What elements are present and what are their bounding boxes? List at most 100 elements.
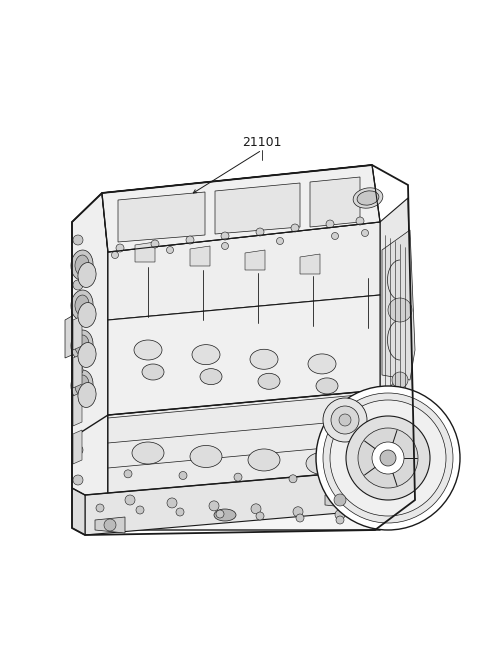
Circle shape <box>339 414 351 426</box>
Circle shape <box>176 508 184 516</box>
Circle shape <box>289 475 297 483</box>
Circle shape <box>334 494 346 506</box>
Circle shape <box>73 445 83 455</box>
Ellipse shape <box>248 449 280 471</box>
Ellipse shape <box>306 453 338 474</box>
Circle shape <box>276 237 284 245</box>
Ellipse shape <box>132 442 164 464</box>
Polygon shape <box>73 316 82 350</box>
Ellipse shape <box>71 290 93 320</box>
Ellipse shape <box>75 375 89 395</box>
Ellipse shape <box>142 364 164 380</box>
Polygon shape <box>72 193 108 518</box>
Circle shape <box>221 232 229 240</box>
Polygon shape <box>190 246 210 266</box>
Polygon shape <box>108 222 380 530</box>
Circle shape <box>323 393 453 523</box>
Polygon shape <box>85 470 375 535</box>
Circle shape <box>316 386 460 530</box>
Circle shape <box>216 510 224 518</box>
Ellipse shape <box>75 335 89 355</box>
Circle shape <box>380 450 396 466</box>
Circle shape <box>388 298 412 322</box>
Circle shape <box>73 235 83 245</box>
Polygon shape <box>310 177 360 227</box>
Circle shape <box>96 504 104 512</box>
Circle shape <box>291 224 299 232</box>
Polygon shape <box>95 517 125 533</box>
Ellipse shape <box>308 354 336 374</box>
Ellipse shape <box>75 255 89 275</box>
Polygon shape <box>135 242 155 262</box>
Circle shape <box>344 476 352 484</box>
Circle shape <box>256 228 264 236</box>
Circle shape <box>234 473 242 481</box>
Circle shape <box>323 398 367 442</box>
Ellipse shape <box>214 509 236 521</box>
Circle shape <box>221 243 228 249</box>
Circle shape <box>73 280 83 290</box>
Circle shape <box>336 516 344 524</box>
Ellipse shape <box>250 349 278 369</box>
Polygon shape <box>102 165 380 252</box>
Circle shape <box>332 232 338 239</box>
Polygon shape <box>72 488 85 535</box>
Ellipse shape <box>75 295 89 315</box>
Circle shape <box>361 230 369 237</box>
Circle shape <box>296 514 304 522</box>
Ellipse shape <box>71 330 93 360</box>
Circle shape <box>209 501 219 511</box>
Polygon shape <box>215 183 300 234</box>
Circle shape <box>179 472 187 480</box>
Polygon shape <box>380 198 415 530</box>
Ellipse shape <box>316 378 338 394</box>
Ellipse shape <box>134 340 162 360</box>
Circle shape <box>331 406 359 434</box>
Polygon shape <box>325 492 355 508</box>
Ellipse shape <box>192 344 220 365</box>
Ellipse shape <box>78 342 96 367</box>
Circle shape <box>136 506 144 514</box>
Circle shape <box>124 470 132 478</box>
Ellipse shape <box>71 250 93 280</box>
Circle shape <box>116 244 124 252</box>
Circle shape <box>151 240 159 248</box>
Circle shape <box>372 442 404 474</box>
Ellipse shape <box>71 370 93 400</box>
Circle shape <box>125 495 135 505</box>
Circle shape <box>256 512 264 520</box>
Circle shape <box>346 416 430 500</box>
Polygon shape <box>108 295 380 415</box>
Polygon shape <box>102 165 380 252</box>
Circle shape <box>251 504 261 514</box>
Circle shape <box>104 519 116 531</box>
Circle shape <box>335 510 345 520</box>
Circle shape <box>293 506 303 517</box>
Ellipse shape <box>78 262 96 287</box>
Ellipse shape <box>78 302 96 327</box>
Circle shape <box>111 251 119 258</box>
Polygon shape <box>245 250 265 270</box>
Ellipse shape <box>258 373 280 389</box>
Ellipse shape <box>78 382 96 407</box>
Ellipse shape <box>200 369 222 384</box>
Polygon shape <box>73 430 82 464</box>
Text: 21101: 21101 <box>242 136 282 148</box>
Polygon shape <box>382 230 415 380</box>
Circle shape <box>330 400 446 516</box>
Ellipse shape <box>190 445 222 468</box>
Polygon shape <box>108 390 380 505</box>
Circle shape <box>392 372 408 388</box>
Polygon shape <box>73 392 82 426</box>
Circle shape <box>167 247 173 253</box>
Polygon shape <box>65 316 72 358</box>
Polygon shape <box>108 222 380 320</box>
Circle shape <box>356 217 364 225</box>
Polygon shape <box>73 354 82 388</box>
Circle shape <box>186 236 194 244</box>
Ellipse shape <box>353 188 383 208</box>
Ellipse shape <box>357 191 379 205</box>
Polygon shape <box>118 192 205 242</box>
Circle shape <box>326 220 334 228</box>
Polygon shape <box>300 254 320 274</box>
